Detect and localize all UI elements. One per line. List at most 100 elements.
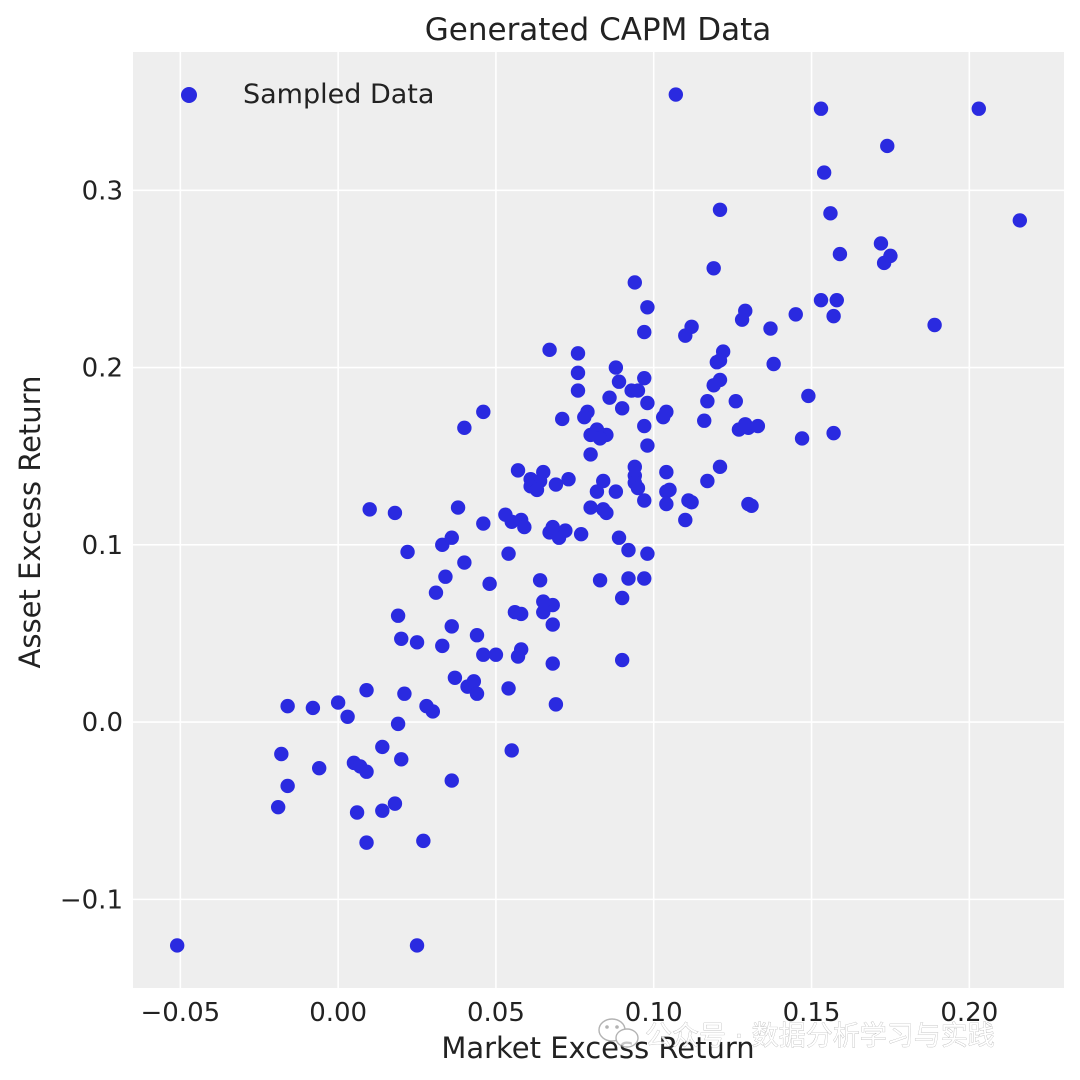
scatter-point <box>428 585 444 600</box>
scatter-point <box>826 425 841 441</box>
scatter-point <box>640 395 655 411</box>
scatter-point <box>501 681 516 696</box>
scatter-point <box>469 628 485 643</box>
scatter-point <box>469 686 485 701</box>
y-axis-ticks: −0.1 0.0 0.1 0.2 0.3 <box>60 176 123 915</box>
scatter-point <box>678 512 693 528</box>
scatter-point <box>545 617 560 632</box>
scatter-point <box>614 590 630 606</box>
scatter-point <box>668 87 684 102</box>
scatter-point <box>504 743 519 758</box>
scatter-point <box>359 682 374 698</box>
scatter-point <box>400 544 415 560</box>
scatter-point <box>270 799 286 815</box>
chart-title: Generated CAPM Data <box>425 12 771 48</box>
scatter-point <box>416 833 431 849</box>
x-tick-label: 0.00 <box>309 998 367 1028</box>
scatter-point <box>681 493 696 508</box>
scatter-point <box>359 835 374 850</box>
y-tick-label: 0.0 <box>82 708 123 738</box>
scatter-point <box>548 697 564 712</box>
scatter-point <box>394 752 409 767</box>
scatter-point <box>501 546 516 561</box>
scatter-point <box>274 746 289 762</box>
scatter-points <box>169 87 1028 953</box>
y-tick-label: 0.2 <box>82 354 123 384</box>
scatter-point <box>734 312 750 327</box>
scatter-point <box>813 292 829 308</box>
scatter-point <box>409 635 425 650</box>
scatter-point <box>482 576 497 592</box>
scatter-point <box>640 438 655 453</box>
scatter-point <box>438 569 453 584</box>
y-tick-label: −0.1 <box>60 885 123 915</box>
scatter-point <box>596 473 611 489</box>
scatter-point <box>330 695 346 710</box>
scatter-point <box>476 516 491 531</box>
scatter-point <box>971 101 986 116</box>
scatter-point <box>608 484 624 499</box>
scatter-point <box>637 324 652 340</box>
scatter-point <box>640 300 655 315</box>
scatter-point <box>169 938 185 953</box>
scatter-point <box>349 805 365 820</box>
y-tick-label: 0.1 <box>82 531 123 561</box>
scatter-point <box>450 500 466 515</box>
scatter-point <box>340 709 355 724</box>
scatter-point <box>611 530 627 545</box>
legend: Sampled Data <box>181 79 434 110</box>
scatter-point <box>627 275 642 290</box>
scatter-point <box>435 638 450 654</box>
scatter-point <box>801 388 816 404</box>
scatter-point <box>700 394 715 409</box>
scatter-point <box>457 420 472 436</box>
scatter-point <box>510 463 526 478</box>
scatter-point <box>444 773 459 788</box>
scatter-point <box>592 431 608 446</box>
scatter-point <box>627 459 642 475</box>
scatter-point <box>394 631 409 646</box>
scatter-point <box>637 418 652 434</box>
scatter-point <box>712 353 728 368</box>
scatter-point <box>750 418 766 434</box>
scatter-point <box>813 101 829 116</box>
scatter-point <box>637 370 652 386</box>
scatter-point <box>599 505 614 521</box>
scatter-point <box>573 526 589 542</box>
scatter-point <box>788 307 803 322</box>
watermark: 公众号 · 数据分析学习与实践 <box>598 1018 995 1052</box>
x-axis-label: Market Excess Return <box>441 1031 754 1065</box>
scatter-point <box>570 346 586 361</box>
scatter-point <box>766 356 781 372</box>
scatter-point <box>476 647 491 662</box>
scatter-point <box>387 505 403 521</box>
scatter-point <box>614 652 630 668</box>
watermark-text: 公众号 · 数据分析学习与实践 <box>645 1021 995 1052</box>
x-tick-label: 0.20 <box>940 998 998 1028</box>
x-axis-ticks: −0.05 0.00 0.05 0.10 0.15 0.20 <box>140 998 998 1028</box>
grid-lines <box>133 52 1064 988</box>
scatter-point <box>583 447 598 462</box>
scatter-point <box>280 778 295 794</box>
wechat-icon <box>598 1018 639 1048</box>
scatter-point <box>359 764 374 779</box>
scatter-point <box>823 206 838 221</box>
scatter-point <box>880 138 895 154</box>
scatter-point <box>425 704 441 719</box>
y-tick-label: 0.3 <box>82 176 123 206</box>
scatter-point <box>712 459 728 475</box>
scatter-point <box>655 409 671 425</box>
scatter-point <box>517 519 532 535</box>
legend-marker <box>181 87 197 103</box>
scatter-point <box>409 938 425 953</box>
scatter-point <box>829 292 844 308</box>
scatter-point <box>545 656 560 671</box>
scatter-point <box>551 530 567 545</box>
scatter-point <box>375 803 390 818</box>
scatter-point <box>738 417 753 432</box>
scatter-point <box>444 530 459 545</box>
scatter-point <box>312 760 327 776</box>
scatter-point <box>510 649 526 664</box>
scatter-point <box>706 261 721 276</box>
scatter-point <box>577 409 592 425</box>
